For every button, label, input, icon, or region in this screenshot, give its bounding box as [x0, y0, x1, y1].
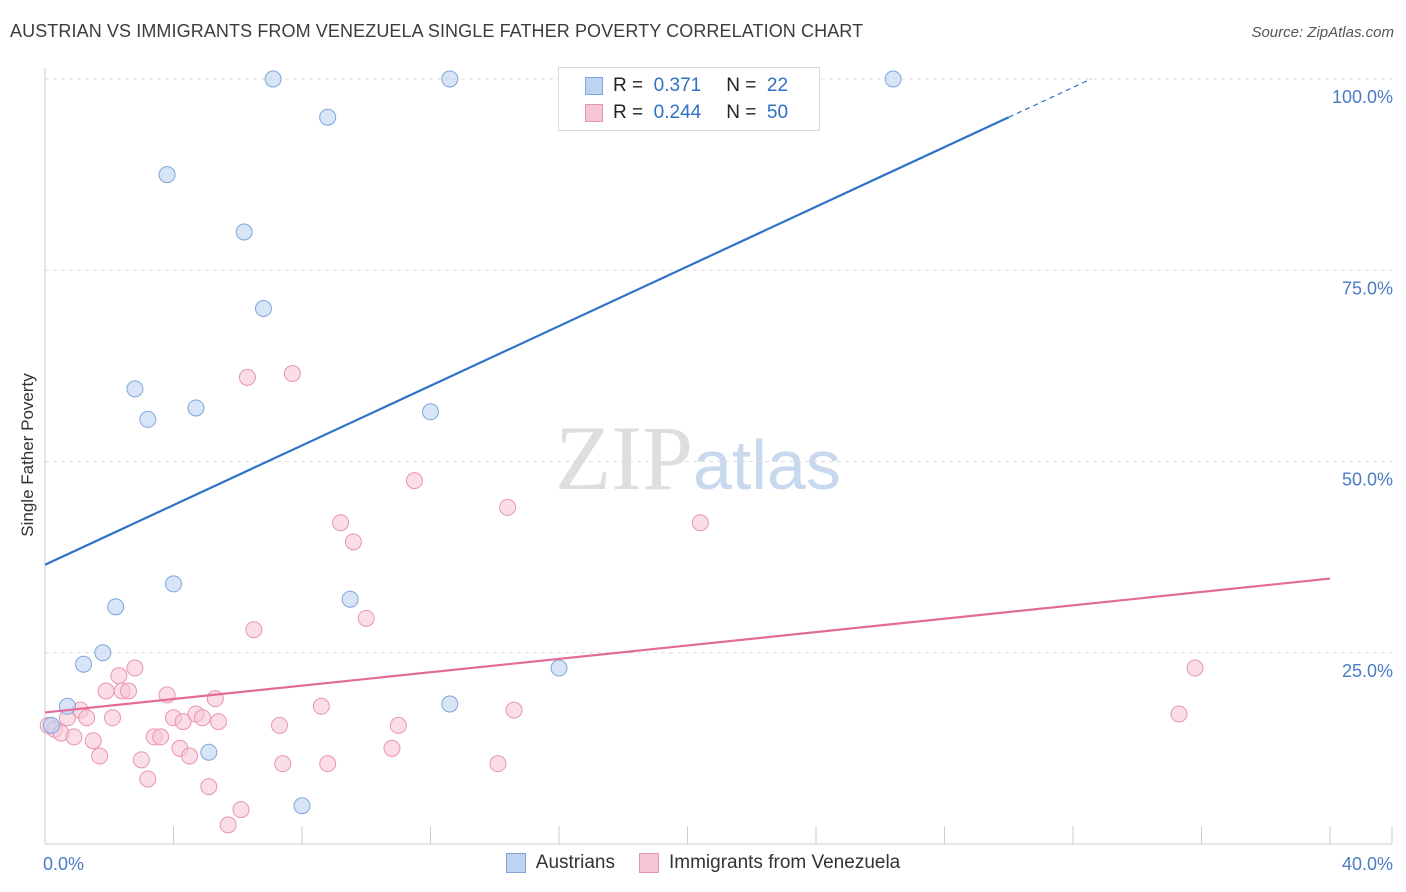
legend-item-venezuela: Immigrants from Venezuela — [638, 852, 901, 874]
source-label: Source: ZipAtlas.com — [1251, 24, 1394, 41]
venezuela-point — [1170, 705, 1188, 723]
y-tick-label: 50.0% — [1342, 470, 1393, 490]
chart-title: AUSTRIAN VS IMMIGRANTS FROM VENEZUELA SI… — [10, 21, 864, 41]
venezuela-point — [271, 716, 289, 734]
n-value: 50 — [766, 102, 789, 123]
r-label: R = — [613, 75, 644, 96]
venezuela-point — [193, 709, 211, 727]
watermark-atlas: atlas — [693, 426, 841, 504]
venezuela-point — [181, 747, 199, 765]
austrian-point — [187, 399, 205, 417]
austrian-trendline-extension — [1008, 78, 1092, 118]
venezuela-point — [489, 755, 507, 773]
austrian-point — [550, 659, 568, 677]
austrian-point — [42, 716, 60, 734]
austrian-point — [341, 590, 359, 608]
venezuela-point — [126, 659, 144, 677]
legend-label-venezuela: Immigrants from Venezuela — [668, 852, 901, 873]
venezuela-point — [200, 778, 218, 796]
venezuela-swatch — [638, 853, 659, 873]
austrian-point — [200, 743, 218, 761]
austrians-swatch — [505, 853, 526, 873]
venezuela-point — [91, 747, 109, 765]
venezuela-point — [389, 716, 407, 734]
venezuela-point — [174, 713, 192, 731]
legend-item-austrians: Austrians — [505, 852, 615, 874]
austrian-point — [884, 70, 902, 88]
venezuela-point — [65, 728, 83, 746]
n-value: 22 — [766, 75, 789, 96]
x-tick-label: 0.0% — [43, 854, 84, 874]
venezuela-point — [283, 365, 301, 383]
venezuela-point — [84, 732, 102, 750]
y-tick-label: 25.0% — [1342, 661, 1393, 681]
austrian-point — [235, 223, 253, 241]
venezuela-point — [312, 697, 330, 715]
y-tick-label: 75.0% — [1342, 278, 1393, 298]
r-value: 0.371 — [653, 75, 702, 96]
venezuela-point — [1186, 659, 1204, 677]
watermark: ZIPatlas — [555, 405, 841, 511]
venezuela-point — [499, 498, 517, 516]
y-tick-label: 100.0% — [1332, 87, 1393, 107]
austrian-point — [107, 598, 125, 616]
venezuela-point — [152, 728, 170, 746]
venezuela-point — [139, 770, 157, 788]
venezuela-point — [245, 621, 263, 639]
venezuela-point — [505, 701, 523, 719]
austrians-swatch — [585, 77, 603, 95]
venezuela-point — [219, 816, 237, 834]
austrian-point — [293, 797, 311, 815]
austrian-point — [139, 410, 157, 428]
venezuela-point — [238, 368, 256, 386]
venezuela-point — [383, 739, 401, 757]
austrian-point — [126, 380, 144, 398]
legend-label-austrians: Austrians — [535, 852, 615, 873]
n-label: N = — [726, 75, 757, 96]
austrian-point — [254, 300, 272, 317]
venezuela-point — [319, 755, 337, 773]
austrian-point — [422, 403, 439, 421]
austrian-point — [158, 166, 176, 184]
venezuela-point — [357, 609, 375, 627]
austrian-point — [319, 108, 337, 126]
austrian-trendline — [44, 116, 1010, 566]
venezuela-point — [232, 801, 250, 819]
r-label: R = — [613, 102, 644, 123]
venezuela-point — [110, 667, 128, 685]
venezuela-trendline — [44, 577, 1331, 714]
legend-row-austrians: R = 0.371 N = 22 — [585, 73, 788, 99]
venezuela-point — [405, 472, 423, 490]
austrian-point — [94, 644, 112, 662]
x-tick-label: 40.0% — [1342, 854, 1393, 874]
legend-row-venezuela: R = 0.244 N = 50 — [585, 100, 788, 126]
venezuela-swatch — [585, 104, 603, 122]
correlation-legend: R = 0.371 N = 22 R = 0.244 N = 50 — [558, 67, 820, 131]
venezuela-point — [120, 682, 138, 700]
austrian-point — [441, 695, 459, 713]
venezuela-point — [103, 709, 121, 727]
r-value: 0.244 — [653, 102, 702, 123]
venezuela-point — [132, 751, 150, 769]
venezuela-point — [344, 533, 362, 551]
venezuela-point — [209, 713, 227, 731]
austrian-point — [58, 697, 76, 715]
austrian-point — [75, 655, 93, 673]
n-label: N = — [726, 102, 757, 123]
venezuela-point — [274, 755, 292, 773]
watermark-zip: ZIP — [555, 407, 693, 509]
austrian-point — [441, 70, 459, 88]
venezuela-point — [332, 514, 350, 532]
austrian-point — [264, 70, 282, 88]
venezuela-point — [97, 682, 115, 700]
venezuela-point — [78, 709, 96, 727]
venezuela-point — [691, 514, 709, 532]
austrian-point — [165, 575, 182, 593]
series-legend: Austrians Immigrants from Venezuela — [0, 852, 1406, 874]
